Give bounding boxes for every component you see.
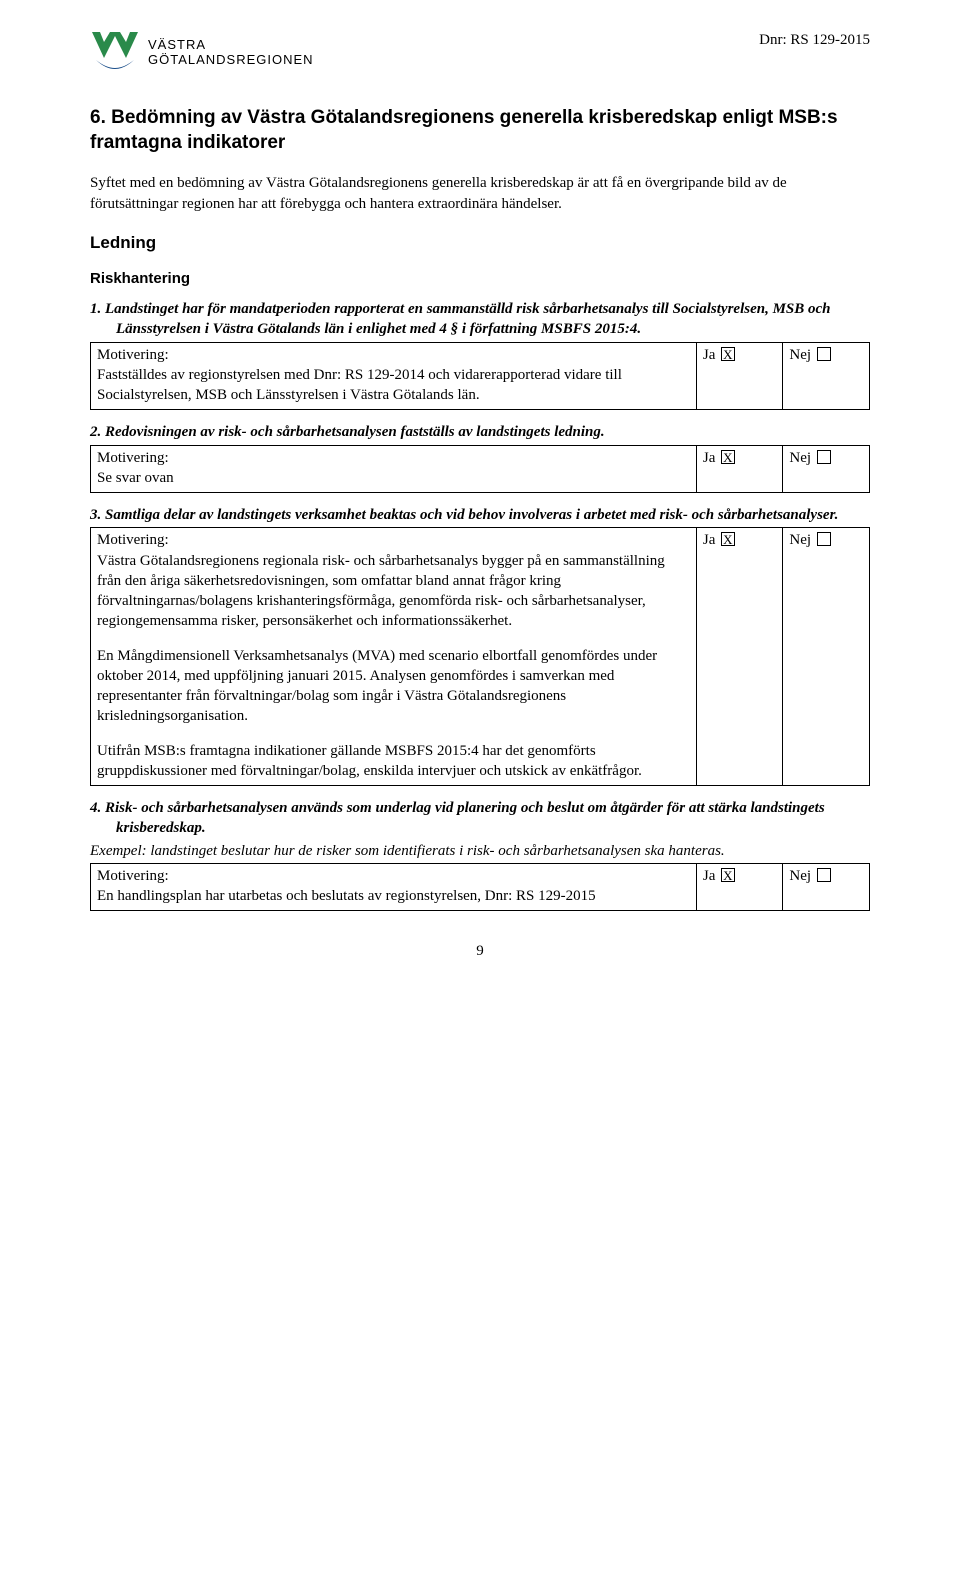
nej-cell-1: Nej [783,342,870,410]
nej-checkbox-2[interactable] [817,450,831,464]
question-4: 4. Risk- och sårbarhetsanalysen används … [90,798,870,839]
answer-table-4: Motivering: En handlingsplan har utarbet… [90,863,870,912]
document-number: Dnr: RS 129-2015 [759,30,870,50]
ja-label: Ja [703,532,716,548]
question-4-subnote: Exempel: landstinget beslutar hur de ris… [90,841,870,861]
question-3: 3. Samtliga delar av landstingets verksa… [90,505,870,525]
nej-cell-2: Nej [783,445,870,493]
motivation-body: En handlingsplan har utarbetas och beslu… [97,888,596,904]
nej-cell-4: Nej [783,863,870,911]
nej-checkbox-3[interactable] [817,532,831,546]
answer-table-3: Motivering: Västra Götalandsregionens re… [90,527,870,786]
question-2: 2. Redovisningen av risk- och sårbarhets… [90,422,870,442]
ja-cell-1: Ja [696,342,783,410]
motivation-p2: En Mångdimensionell Verksamhetsanalys (M… [97,646,690,727]
ja-cell-3: Ja [696,528,783,786]
motivation-p3: Utifrån MSB:s framtagna indikationer gäl… [97,741,690,782]
motivation-cell-1: Motivering: Fastställdes av regionstyrel… [91,342,697,410]
logo-icon [90,30,140,76]
ja-label: Ja [703,347,716,363]
logo-line2: GÖTALANDSREGIONEN [148,52,314,67]
nej-label: Nej [789,532,811,548]
logo-line1: VÄSTRA [148,37,206,52]
heading-riskhantering: Riskhantering [90,269,870,289]
page-header: VÄSTRA GÖTALANDSREGIONEN Dnr: RS 129-201… [90,30,870,76]
ja-checkbox-1[interactable] [721,347,735,361]
ja-checkbox-2[interactable] [721,450,735,464]
nej-checkbox-1[interactable] [817,347,831,361]
section-title: 6. Bedömning av Västra Götalandsregionen… [90,106,870,155]
answer-table-2: Motivering: Se svar ovan Ja Nej [90,445,870,494]
ja-cell-4: Ja [696,863,783,911]
nej-checkbox-4[interactable] [817,868,831,882]
heading-ledning: Ledning [90,232,870,255]
question-1: 1. Landstinget har för mandatperioden ra… [90,299,870,340]
ja-checkbox-4[interactable] [721,868,735,882]
motivation-label: Motivering: [97,347,169,363]
motivation-p1: Västra Götalandsregionens regionala risk… [97,551,690,632]
motivation-label: Motivering: [97,532,169,548]
motivation-label: Motivering: [97,450,169,466]
logo-text: VÄSTRA GÖTALANDSREGIONEN [148,38,314,68]
intro-paragraph: Syftet med en bedömning av Västra Götala… [90,173,870,214]
answer-table-1: Motivering: Fastställdes av regionstyrel… [90,342,870,411]
motivation-body: Fastställdes av regionstyrelsen med Dnr:… [97,367,622,403]
ja-checkbox-3[interactable] [721,532,735,546]
page-number: 9 [90,941,870,961]
ja-label: Ja [703,450,716,466]
nej-label: Nej [789,347,811,363]
nej-label: Nej [789,450,811,466]
nej-cell-3: Nej [783,528,870,786]
motivation-cell-3: Motivering: Västra Götalandsregionens re… [91,528,697,786]
logo: VÄSTRA GÖTALANDSREGIONEN [90,30,314,76]
ja-label: Ja [703,868,716,884]
motivation-body: Se svar ovan [97,470,174,486]
motivation-label: Motivering: [97,868,169,884]
ja-cell-2: Ja [696,445,783,493]
motivation-cell-4: Motivering: En handlingsplan har utarbet… [91,863,697,911]
motivation-cell-2: Motivering: Se svar ovan [91,445,697,493]
nej-label: Nej [789,868,811,884]
